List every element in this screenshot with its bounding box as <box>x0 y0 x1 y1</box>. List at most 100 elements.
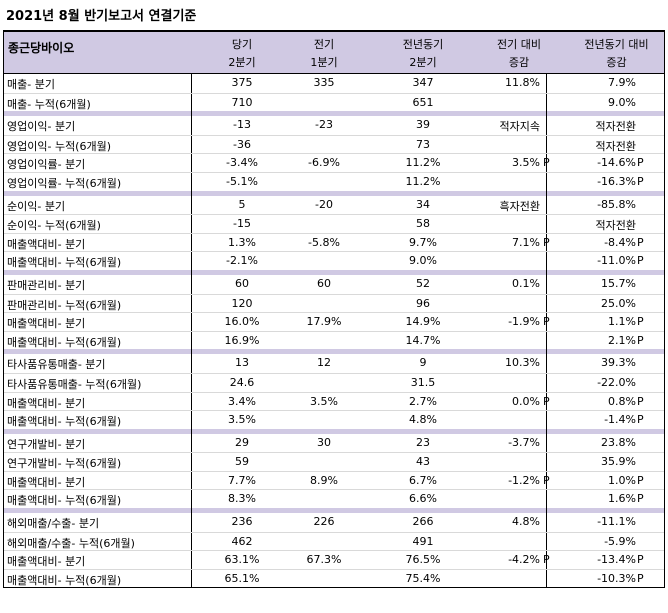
row-label: 판매관리비- 분기 <box>7 278 86 292</box>
current-value: 3.5% <box>228 413 256 427</box>
section-separator <box>4 269 664 275</box>
row-label: 매출액대비- 누적(6개월) <box>7 415 122 429</box>
yoy-point-unit: P <box>637 235 644 249</box>
current-value: 710 <box>231 95 253 109</box>
yoy-change: 23.8% <box>601 435 636 449</box>
yoy-value: 266 <box>412 515 434 529</box>
header-qoq-change: 전기 대비 증감 <box>484 36 554 72</box>
yoy-change: -22.0% <box>597 375 636 389</box>
qoq-point-unit: P <box>543 156 550 170</box>
table-row: 타사품유통매출- 누적(6개월) 24.6 31.5 -22.0% <box>4 372 664 392</box>
current-value: 59 <box>235 455 249 469</box>
current-value: 16.0% <box>224 315 260 329</box>
yoy-change: 1.0% <box>608 473 636 487</box>
section-separator <box>4 111 664 117</box>
yoy-change: 2.1% <box>608 333 636 347</box>
table-row: 순이익- 누적(6개월) -15 58 적자전환 <box>4 214 664 233</box>
table-row: 영업이익- 분기 -13 -23 39 적자지속 적자전환 <box>4 116 664 135</box>
column-divider <box>191 30 192 588</box>
section-separator <box>4 349 664 355</box>
yoy-value: 76.5% <box>405 553 441 567</box>
yoy-change: 35.9% <box>601 455 636 469</box>
yoy-point-unit: P <box>637 333 644 347</box>
previous-value: -5.8% <box>308 235 340 249</box>
table-row: 타사품유통매출- 분기 13 12 9 10.3% 39.3% <box>4 354 664 373</box>
qoq-change: 11.8% <box>505 76 540 89</box>
yoy-value: 58 <box>416 217 430 231</box>
previous-value: 226 <box>313 515 335 529</box>
yoy-change: -85.8% <box>597 197 636 211</box>
previous-value: 67.3% <box>306 553 342 567</box>
current-value: 13 <box>235 356 249 370</box>
table-row: 해외매출/수출- 분기 236 226 266 4.8% -11.1% <box>4 513 664 532</box>
qoq-point-unit: P <box>543 394 550 408</box>
yoy-value: 75.4% <box>405 571 441 585</box>
table-row: 매출액대비- 누적(6개월) 65.1% 75.4% -10.3% P <box>4 568 664 588</box>
qoq-point-unit: P <box>543 553 550 567</box>
header-qoq-line2: 증감 <box>508 56 530 69</box>
yoy-value: 43 <box>416 455 430 469</box>
current-value: 3.4% <box>228 394 256 408</box>
yoy-value: 11.2% <box>405 174 441 188</box>
current-value: -15 <box>233 217 251 231</box>
yoy-change: 15.7% <box>601 276 636 290</box>
row-label: 타사품유통매출- 분기 <box>7 358 106 372</box>
yoy-value: 9 <box>419 356 427 370</box>
current-value: 375 <box>231 76 253 89</box>
table-header: 종근당바이오 당기 2분기 전기 1분기 전년동기 2분기 전기 대비 증감 전… <box>4 30 664 74</box>
yoy-value: 11.2% <box>405 156 441 170</box>
current-value: 7.7% <box>228 473 256 487</box>
yoy-change: 9.0% <box>608 95 636 109</box>
table-row: 영업이익률- 분기 -3.4% -6.9% 11.2% 3.5% P -14.6% P <box>4 153 664 172</box>
header-yoy-line1: 전년동기 <box>402 38 444 51</box>
yoy-point-unit: P <box>637 553 644 567</box>
table-row: 순이익- 분기 5 -20 34 흑자전환 -85.8% <box>4 196 664 215</box>
previous-value: -6.9% <box>308 156 340 170</box>
company-name: 종근당바이오 <box>8 41 75 55</box>
header-current-line2: 2분기 <box>228 56 256 69</box>
qoq-point-unit: P <box>543 473 550 487</box>
table-row: 매출액대비- 누적(6개월) 16.9% 14.7% 2.1% P <box>4 330 664 350</box>
yoy-value: 31.5 <box>410 375 436 389</box>
previous-value: 335 <box>313 76 335 89</box>
yoy-value: 6.7% <box>409 473 437 487</box>
header-yoy: 전년동기 2분기 <box>388 36 458 72</box>
yoy-value: 23 <box>416 435 430 449</box>
yoy-change: -5.9% <box>604 534 636 548</box>
qoq-change: 4.8% <box>512 515 540 529</box>
yoy-point-unit: P <box>637 315 644 329</box>
current-value: -36 <box>233 137 251 151</box>
yoy-change: 25.0% <box>601 296 636 310</box>
qoq-change: 10.3% <box>505 356 540 370</box>
yoy-change: 39.3% <box>601 356 636 370</box>
yoy-value: 14.9% <box>405 315 441 329</box>
current-value: 8.3% <box>228 492 256 506</box>
row-label: 매출액대비- 분기 <box>7 475 86 489</box>
table-row: 매출액대비- 누적(6개월) 3.5% 4.8% -1.4% P <box>4 410 664 429</box>
row-label: 판매관리비- 누적(6개월) <box>7 298 122 312</box>
column-divider <box>546 30 547 588</box>
row-label: 순이익- 분기 <box>7 199 66 213</box>
table-row: 판매관리비- 누적(6개월) 120 96 25.0% <box>4 293 664 313</box>
table-body: 매출- 분기 375 335 347 11.8% 7.9% 매출- 누적(6개월) 710 65… <box>4 74 664 587</box>
qoq-change: 7.1% <box>512 235 540 249</box>
yoy-change: -11.1% <box>597 515 636 529</box>
qoq-change: -1.9% <box>508 315 540 329</box>
current-value: 236 <box>231 515 253 529</box>
table-row: 매출- 누적(6개월) 710 651 9.0% <box>4 92 664 112</box>
yoy-change: 0.8% <box>608 394 636 408</box>
yoy-change: -10.3% <box>597 571 636 585</box>
previous-value: 8.9% <box>310 473 338 487</box>
previous-value: 17.9% <box>306 315 342 329</box>
row-label: 매출액대비- 분기 <box>7 555 86 569</box>
current-value: 1.3% <box>228 235 256 249</box>
yoy-change: 1.6% <box>608 492 636 506</box>
yoy-change: -8.4% <box>604 235 636 249</box>
yoy-value: 491 <box>412 534 434 548</box>
qoq-point-unit: P <box>543 235 550 249</box>
qoq-change: 0.1% <box>512 276 540 290</box>
qoq-point-unit: P <box>543 315 550 329</box>
yoy-change: 적자전환 <box>595 219 636 233</box>
table-row: 매출액대비- 분기 1.3% -5.8% 9.7% 7.1% P -8.4% P <box>4 232 664 252</box>
row-label: 타사품유통매출- 누적(6개월) <box>7 377 142 391</box>
